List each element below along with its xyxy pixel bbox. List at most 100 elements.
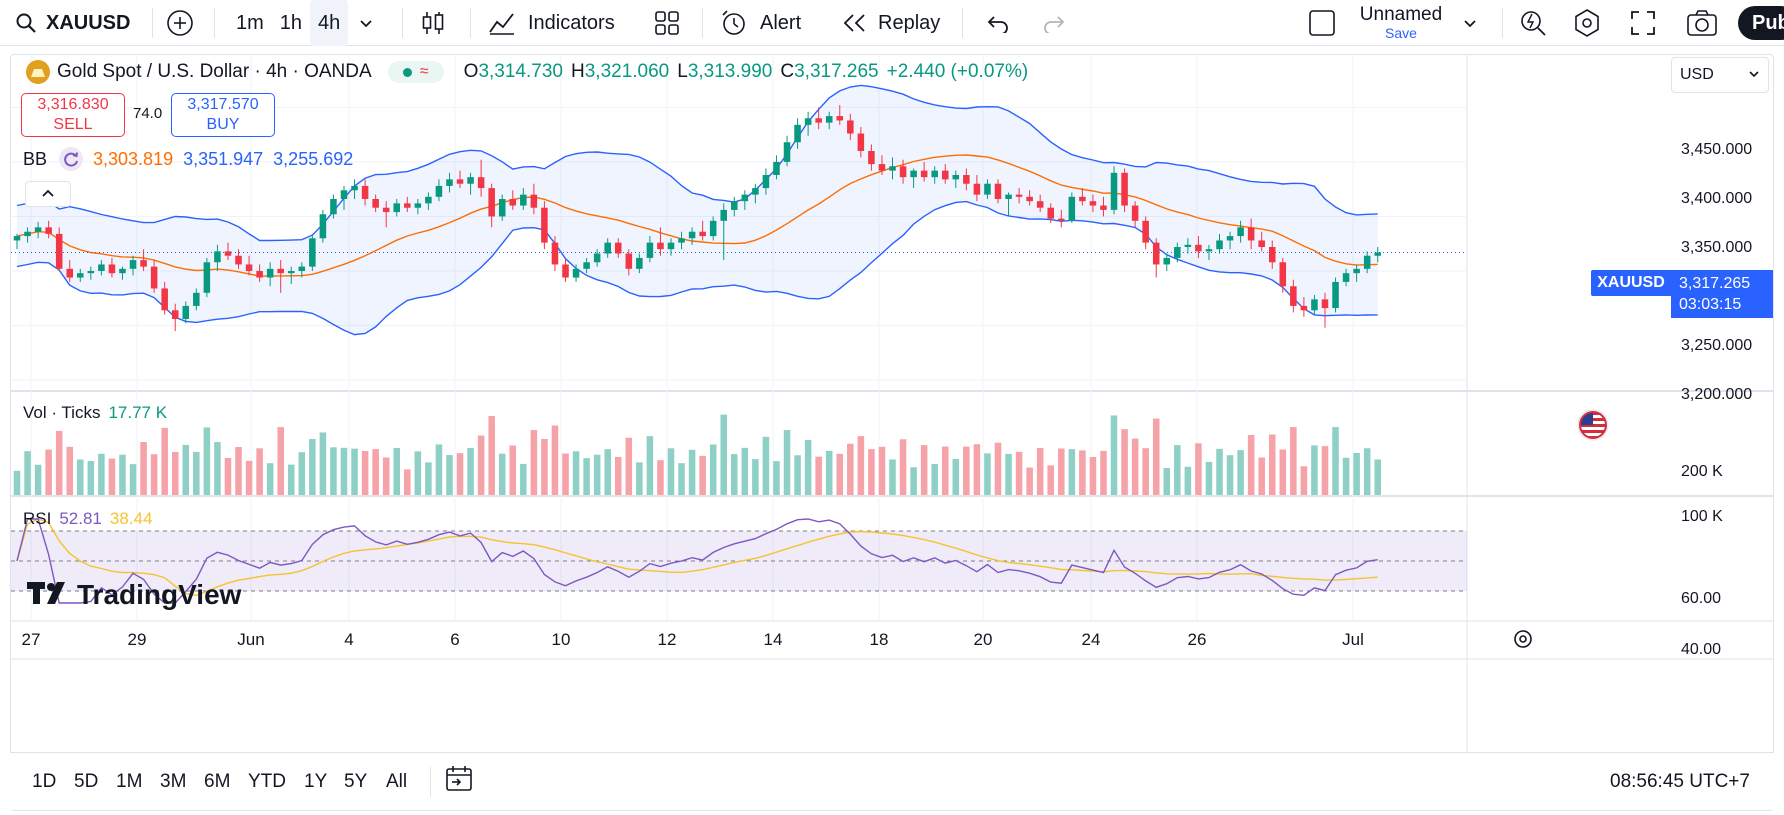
gear-icon <box>1514 630 1532 648</box>
range-5d[interactable]: 5D <box>74 771 99 792</box>
compare-button[interactable] <box>166 0 194 46</box>
volume-bar <box>256 448 263 495</box>
sell-price: 3,316.830 <box>37 96 109 113</box>
volume-bar <box>309 439 316 495</box>
market-status-pill[interactable]: ≈ <box>387 61 444 83</box>
volume-bar <box>488 416 495 495</box>
buy-button[interactable]: 3,317.570 BUY <box>171 93 275 137</box>
layout-checkbox[interactable] <box>1308 0 1336 46</box>
snapshot-button[interactable] <box>1686 0 1718 46</box>
candle-body <box>1131 205 1139 221</box>
redo-button[interactable] <box>1042 0 1066 46</box>
volume-bar <box>34 464 42 495</box>
volume-bar <box>456 453 464 495</box>
candle-body <box>351 185 358 191</box>
volume-bar <box>1237 450 1244 495</box>
range-1m[interactable]: 1M <box>116 771 143 792</box>
quick-search-button[interactable] <box>1518 0 1548 46</box>
volume-bar <box>150 454 158 495</box>
candle-body <box>224 251 232 256</box>
chart-type-button[interactable] <box>420 0 446 46</box>
candle-body <box>1100 205 1107 210</box>
collapse-legend-button[interactable] <box>25 181 71 207</box>
publish-button[interactable]: Pub <box>1738 6 1784 40</box>
candle-body <box>963 175 970 184</box>
volume-bar <box>77 459 84 495</box>
volume-bar <box>551 425 559 495</box>
chevron-up-icon <box>41 185 55 203</box>
go-to-date-button[interactable] <box>444 753 474 811</box>
tradingview-watermark[interactable]: TradingView <box>27 579 241 611</box>
volume-bar <box>1300 466 1308 495</box>
volume-bar <box>572 451 580 495</box>
volume-bar <box>98 453 105 495</box>
candle-body <box>1226 236 1234 241</box>
settings-button[interactable] <box>1572 0 1602 46</box>
candle-body <box>309 238 316 267</box>
volume-bar <box>1353 452 1360 495</box>
range-ytd[interactable]: YTD <box>248 771 286 792</box>
range-1y[interactable]: 1Y <box>304 771 328 792</box>
chevron-down-icon[interactable] <box>358 15 374 31</box>
candle-body <box>319 214 327 239</box>
volume-bar <box>941 446 949 495</box>
volume-bar <box>667 448 675 495</box>
tradingview-wordmark: TradingView <box>77 579 242 610</box>
volume-bar <box>55 430 63 495</box>
candle-body <box>646 242 654 258</box>
layout-menu-button[interactable] <box>1462 0 1478 46</box>
volume-bar <box>1100 450 1107 495</box>
volume-bar <box>1311 445 1318 495</box>
time-axis-label: 18 <box>869 630 889 649</box>
chart-frame: Gold Spot / U.S. Dollar · 4h · OANDA ≈ O… <box>10 54 1774 811</box>
candle-body <box>340 190 348 199</box>
range-1d[interactable]: 1D <box>32 771 57 792</box>
candle-body <box>393 203 401 213</box>
candle-body <box>488 188 495 217</box>
buy-label: BUY <box>206 116 240 133</box>
timeframe-1h[interactable]: 1h <box>279 11 303 34</box>
fullscreen-button[interactable] <box>1630 0 1656 46</box>
candle-body <box>857 133 865 151</box>
volume-axis-label: 100 K <box>1681 508 1723 525</box>
range-all[interactable]: All <box>386 771 408 792</box>
refresh-icon[interactable] <box>59 147 84 171</box>
candle-body <box>752 188 759 195</box>
layout-name-button[interactable]: Unnamed Save <box>1356 0 1446 46</box>
sell-button[interactable]: 3,316.830 SELL <box>21 93 125 137</box>
volume-bar <box>361 451 369 495</box>
candle-body <box>941 170 949 180</box>
replay-button[interactable]: Replay <box>840 0 940 46</box>
volume-bar <box>815 456 822 495</box>
candle-body <box>636 257 643 269</box>
range-3m[interactable]: 3M <box>160 771 187 792</box>
volume-bar <box>161 427 168 495</box>
candle-body <box>709 220 717 237</box>
layouts-button[interactable] <box>654 0 680 46</box>
timeframe-1m[interactable]: 1m <box>236 11 264 34</box>
volume-bar <box>984 453 991 495</box>
indicators-button[interactable]: Indicators <box>488 0 615 46</box>
time-axis-label: Jun <box>237 630 265 649</box>
currency-select[interactable]: USD <box>1671 57 1769 93</box>
volume-bar <box>1184 466 1192 495</box>
volume-bar <box>625 437 633 495</box>
symbol-search[interactable]: XAUUSD <box>14 0 130 46</box>
timeframe-4h[interactable]: 4h <box>310 0 349 46</box>
range-6m[interactable]: 6M <box>204 771 231 792</box>
volume-bar <box>1163 468 1171 495</box>
volume-bar <box>1152 418 1160 495</box>
candle-body <box>572 268 580 278</box>
candle-body <box>330 199 337 215</box>
range-5y[interactable]: 5Y <box>344 771 368 792</box>
volume-bar <box>520 463 527 495</box>
volume-bar <box>1279 449 1287 495</box>
bb-lower-line <box>16 200 1378 336</box>
undo-button[interactable] <box>986 0 1010 46</box>
clock-timezone[interactable]: 08:56:45 UTC+7 <box>1610 771 1750 792</box>
wave-icon: ≈ <box>419 63 429 80</box>
chart-canvas[interactable] <box>11 55 1774 811</box>
volume-bar <box>899 439 907 495</box>
alert-button[interactable]: Alert <box>720 0 801 46</box>
us-flag-icon[interactable] <box>1577 409 1609 446</box>
